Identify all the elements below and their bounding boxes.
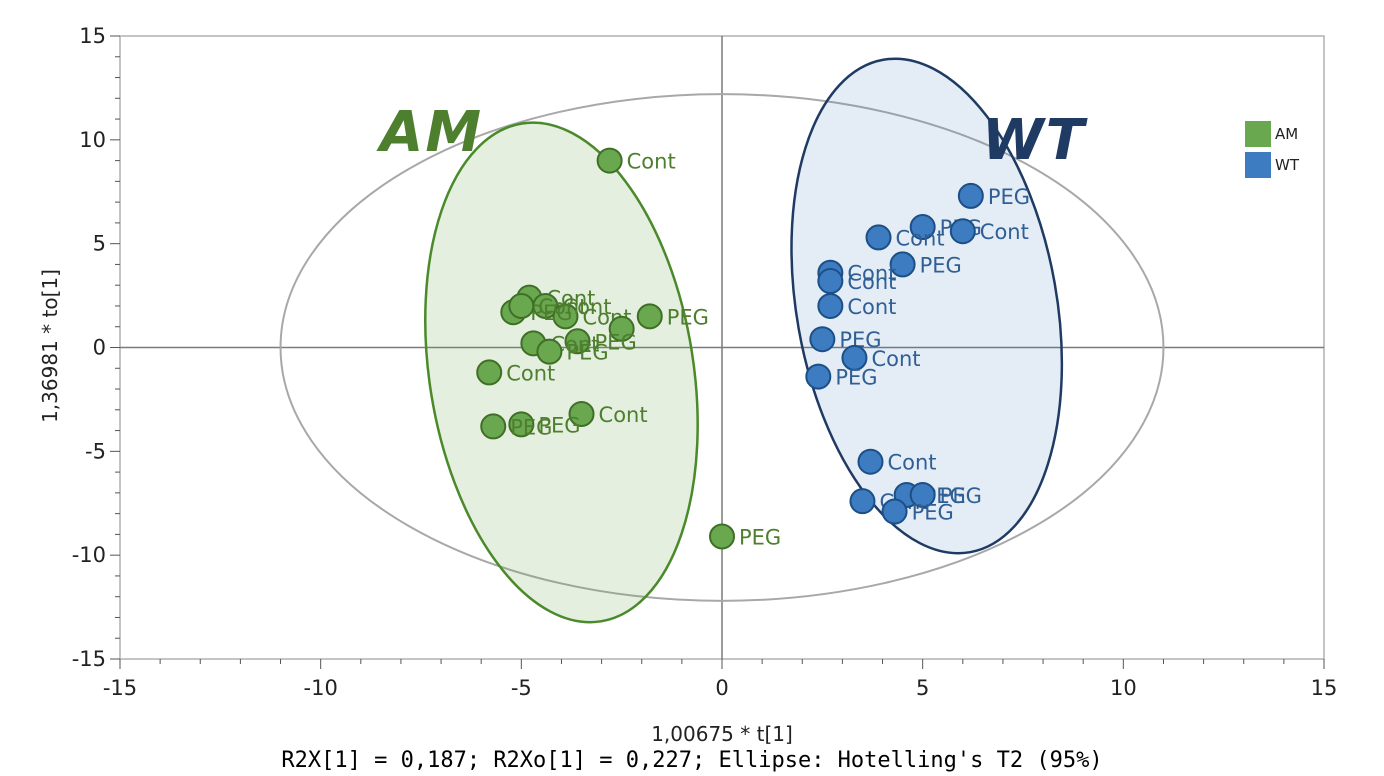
data-label-am: PEG	[595, 330, 637, 354]
legend-swatch-am	[1245, 120, 1271, 147]
data-point-wt	[841, 344, 868, 371]
legend-label-wt: WT	[1275, 155, 1299, 174]
data-label-am: Cont	[599, 403, 648, 427]
data-label-wt: PEG	[988, 185, 1030, 209]
data-label-am: Cont	[538, 295, 587, 319]
data-point-wt	[805, 363, 832, 390]
y-tick-label: 10	[79, 128, 106, 152]
data-label-am: PEG	[667, 305, 709, 329]
data-point-wt	[909, 214, 936, 241]
legend: AM WT	[1245, 118, 1299, 180]
data-point-wt	[957, 182, 984, 209]
data-point-am	[476, 359, 503, 386]
data-label-am: Cont	[506, 361, 555, 385]
x-tick-label: -15	[103, 676, 137, 700]
data-point-am	[568, 400, 595, 427]
y-tick-label: -5	[85, 439, 106, 463]
data-label-am: PEG	[510, 415, 552, 439]
data-label-wt: Cont	[847, 262, 896, 286]
y-tick-label: -10	[72, 543, 106, 567]
data-point-am	[536, 338, 563, 365]
data-label-wt: Cont	[896, 226, 945, 250]
hotelling-ellipse	[279, 93, 1165, 602]
data-label-am: PEG	[530, 301, 572, 325]
data-label-wt: PEG	[920, 253, 962, 277]
x-tick-label: 15	[1311, 676, 1338, 700]
group-label-am: AM	[380, 100, 484, 165]
data-label-wt: Cont	[847, 270, 896, 294]
data-point-am	[709, 523, 735, 550]
group-ellipse-wt	[790, 57, 1064, 555]
caption: R2X[1] = 0,187; R2Xo[1] = 0,227; Ellipse…	[281, 748, 1103, 773]
data-point-wt	[909, 481, 936, 508]
data-point-wt	[889, 251, 916, 278]
group-ellipse-am	[424, 121, 699, 624]
data-point-wt	[865, 224, 892, 251]
data-point-wt	[881, 498, 908, 525]
legend-swatch-wt	[1245, 151, 1271, 178]
x-tick-label: -10	[304, 676, 338, 700]
data-label-am: PEG	[566, 341, 608, 365]
x-axis-label: 1,00675 * t[1]	[651, 722, 793, 746]
data-label-am: PEG	[538, 413, 580, 437]
data-point-am	[564, 328, 591, 355]
y-axis-label: 1,36981 * to[1]	[38, 269, 62, 423]
y-tick-label: 0	[93, 336, 106, 360]
data-label-am: PEG	[739, 525, 781, 549]
data-label-wt: PEG	[912, 501, 954, 525]
data-label-wt: PEG	[940, 484, 982, 508]
data-label-wt: Cont	[980, 220, 1029, 244]
data-point-am	[508, 292, 535, 319]
group-label-wt: WT	[982, 108, 1086, 173]
y-tick-label: 15	[79, 24, 106, 48]
y-tick-label: 5	[93, 232, 106, 256]
data-point-wt	[849, 488, 876, 515]
data-label-wt: Cont	[871, 347, 920, 371]
y-tick-label: -15	[72, 647, 106, 671]
legend-item-wt: WT	[1245, 149, 1299, 180]
data-point-wt	[817, 292, 844, 319]
data-label-am: Cont	[627, 150, 676, 174]
x-tick-label: 0	[715, 676, 728, 700]
data-point-wt	[949, 218, 976, 245]
data-point-am	[552, 303, 579, 330]
data-point-wt	[817, 268, 844, 295]
legend-label-am: AM	[1275, 124, 1299, 143]
x-tick-label: 10	[1110, 676, 1137, 700]
legend-item-am: AM	[1245, 118, 1299, 149]
data-point-am	[596, 147, 623, 174]
data-point-am	[636, 303, 663, 330]
data-point-am	[508, 411, 535, 438]
data-label-wt: PEG	[835, 366, 877, 390]
data-point-am	[608, 315, 635, 342]
data-point-am	[480, 413, 507, 440]
data-point-wt	[809, 326, 836, 353]
data-label-wt: Cont	[847, 295, 896, 319]
data-label-wt: Cont	[887, 451, 936, 475]
data-point-wt	[857, 448, 884, 475]
x-tick-label: -5	[511, 676, 532, 700]
x-tick-label: 5	[916, 676, 929, 700]
